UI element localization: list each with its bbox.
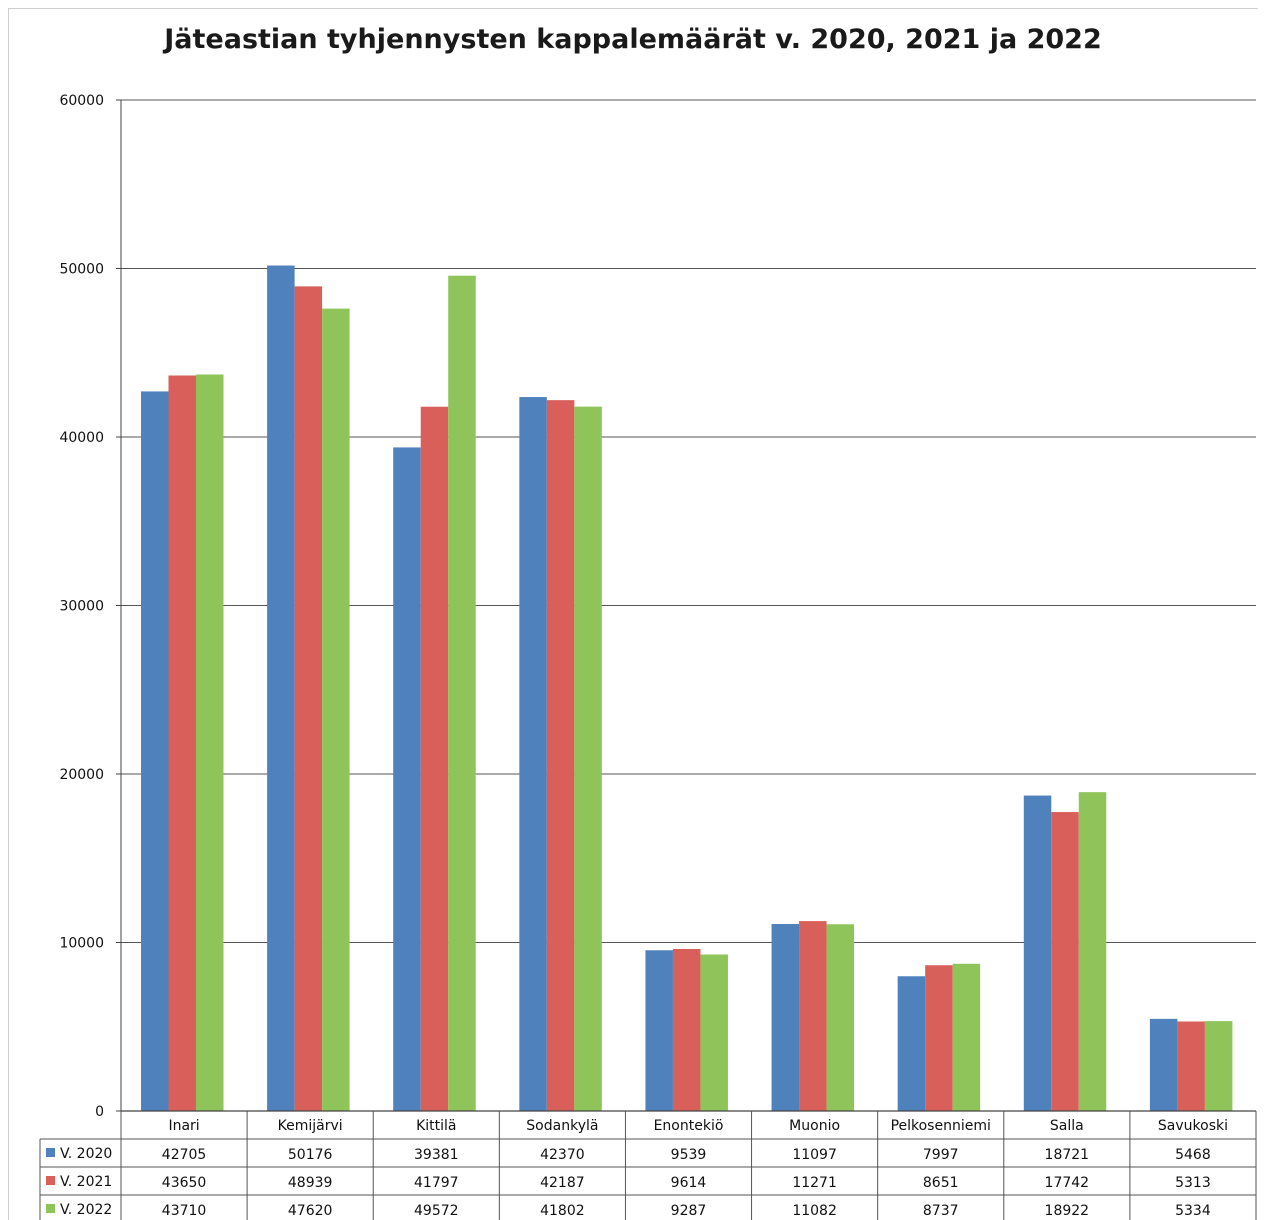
bar	[1051, 812, 1079, 1111]
y-tick-label: 0	[95, 1104, 104, 1120]
category-label: Kittilä	[416, 1118, 456, 1134]
y-tick-label: 10000	[59, 936, 104, 952]
bar	[168, 375, 196, 1111]
bar	[826, 924, 855, 1111]
data-label: 42370	[540, 1147, 585, 1163]
category-label: Muonio	[789, 1118, 840, 1134]
bar	[799, 921, 827, 1111]
data-label: 9287	[671, 1203, 707, 1219]
data-label: 17742	[1045, 1175, 1090, 1191]
data-label: 42705	[162, 1147, 207, 1163]
bar	[141, 391, 169, 1111]
legend-swatch	[46, 1204, 55, 1213]
bar	[294, 286, 323, 1112]
data-label: 49572	[414, 1203, 459, 1219]
legend-swatch	[46, 1148, 55, 1157]
data-label: 47620	[288, 1203, 333, 1219]
bar	[1149, 1018, 1178, 1111]
category-label: Sodankylä	[526, 1118, 598, 1134]
bar	[1078, 792, 1107, 1111]
bar	[897, 976, 926, 1111]
category-label: Savukoski	[1158, 1118, 1228, 1134]
bar	[672, 949, 701, 1111]
category-label: Pelkosenniemi	[891, 1118, 991, 1134]
data-label: 41802	[540, 1203, 585, 1219]
category-label: Salla	[1050, 1118, 1084, 1134]
data-label: 50176	[288, 1147, 333, 1163]
data-label: 8651	[923, 1175, 959, 1191]
bar	[1204, 1021, 1233, 1111]
y-tick-label: 60000	[59, 93, 104, 109]
data-label: 8737	[923, 1203, 959, 1219]
bar	[574, 406, 602, 1111]
data-label: 11097	[792, 1147, 837, 1163]
bar	[546, 400, 575, 1111]
legend-label: V. 2021	[60, 1174, 112, 1190]
data-label: 18721	[1045, 1147, 1090, 1163]
y-tick-label: 20000	[59, 767, 104, 783]
bar	[420, 406, 449, 1111]
legend-label: V. 2022	[60, 1202, 112, 1218]
data-label: 43710	[162, 1203, 207, 1219]
bar	[1177, 1021, 1205, 1111]
data-label: 5334	[1175, 1203, 1211, 1219]
y-tick-label: 50000	[59, 262, 104, 278]
bar	[448, 275, 476, 1111]
data-label: 11271	[792, 1175, 837, 1191]
bar	[771, 924, 800, 1111]
category-label: Inari	[168, 1118, 199, 1134]
legend-label: V. 2020	[60, 1146, 112, 1162]
bar	[700, 954, 728, 1111]
legend-swatch	[46, 1176, 55, 1185]
chart-frame	[8, 8, 1258, 1220]
data-label: 39381	[414, 1147, 459, 1163]
data-label: 48939	[288, 1175, 333, 1191]
data-label: 11082	[792, 1203, 837, 1219]
category-label: Kemijärvi	[278, 1118, 343, 1134]
data-label: 41797	[414, 1175, 459, 1191]
y-tick-label: 30000	[59, 599, 104, 615]
data-label: 5313	[1175, 1175, 1211, 1191]
bar	[393, 447, 421, 1111]
data-label: 42187	[540, 1175, 585, 1191]
bar	[196, 374, 224, 1111]
bar	[322, 308, 350, 1111]
bar	[519, 397, 547, 1111]
data-label: 9539	[671, 1147, 707, 1163]
chart-title: Jäteastian tyhjennysten kappalemäärät v.…	[164, 24, 1102, 55]
data-label: 18922	[1045, 1203, 1090, 1219]
bar	[267, 265, 295, 1111]
data-label: 7997	[923, 1147, 959, 1163]
data-label: 9614	[671, 1175, 707, 1191]
y-tick-label: 40000	[59, 430, 104, 446]
bar	[925, 965, 953, 1111]
bar	[645, 950, 673, 1111]
bar	[1023, 795, 1052, 1111]
category-label: Enontekiö	[654, 1118, 724, 1134]
data-label: 43650	[162, 1175, 207, 1191]
bar	[952, 963, 981, 1111]
data-label: 5468	[1175, 1147, 1211, 1163]
